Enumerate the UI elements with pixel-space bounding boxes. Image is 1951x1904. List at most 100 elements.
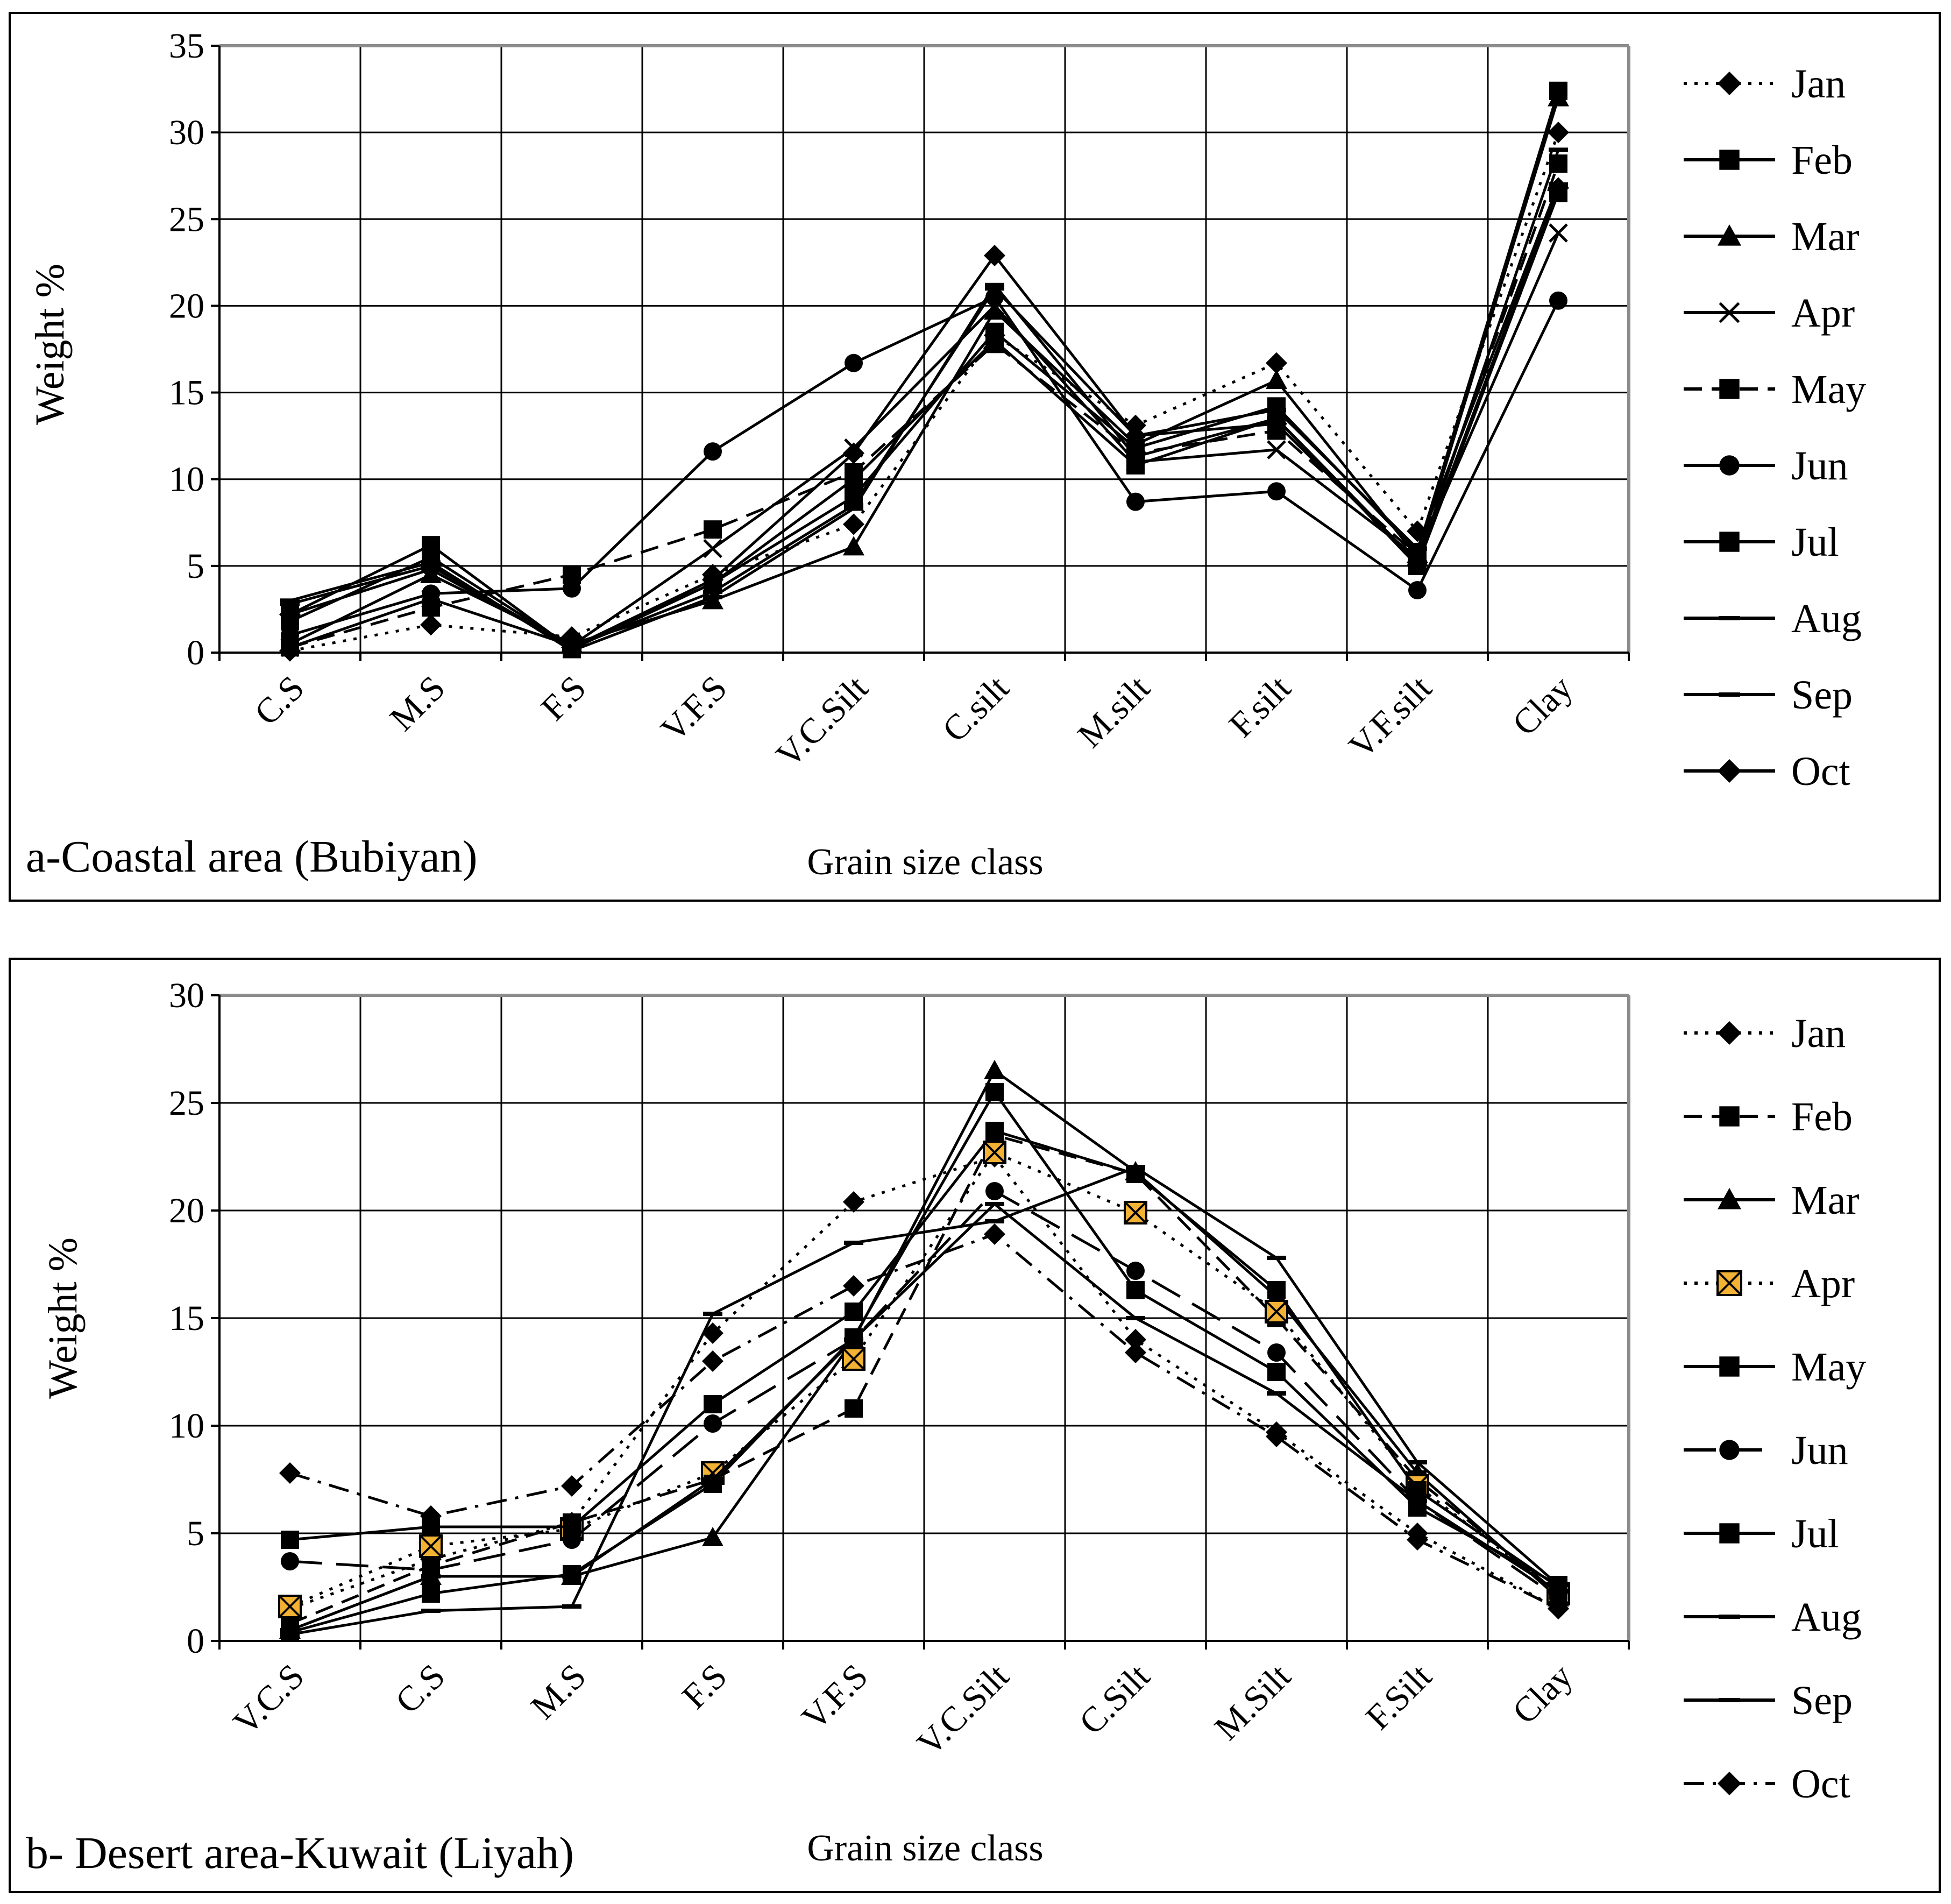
y-tick-label: 25 bbox=[169, 1084, 204, 1123]
data-point-sep bbox=[844, 506, 863, 511]
data-point-jun bbox=[281, 1552, 299, 1570]
data-point-mar bbox=[702, 590, 723, 610]
data-point-aug bbox=[985, 1219, 1004, 1223]
data-point-may bbox=[704, 520, 722, 539]
legend-swatch-marker bbox=[1718, 224, 1741, 246]
series-line-may bbox=[289, 1129, 1559, 1589]
legend-item-jun: Jun bbox=[1684, 1428, 1848, 1473]
data-point-jun bbox=[422, 584, 440, 603]
data-point-aug bbox=[1126, 1165, 1145, 1170]
data-point-mar bbox=[1266, 370, 1287, 390]
legend-item-sep: Sep bbox=[1684, 673, 1853, 718]
data-point-apr bbox=[1267, 440, 1286, 459]
data-point-may bbox=[985, 1122, 1004, 1140]
series-line-apr bbox=[289, 1151, 1559, 1608]
legend-item-oct: Oct bbox=[1684, 749, 1850, 794]
legend-item-jul: Jul bbox=[1684, 520, 1839, 565]
data-point-oct bbox=[1266, 413, 1287, 435]
data-point-oct bbox=[1125, 425, 1146, 447]
data-point-aug bbox=[280, 1632, 300, 1637]
data-point-jan bbox=[1266, 352, 1287, 374]
data-point-jun bbox=[1267, 482, 1286, 501]
legend-label: Aug bbox=[1791, 1595, 1862, 1640]
legend-item-mar: Mar bbox=[1684, 214, 1860, 259]
panel-a-x-axis-title: Grain size class bbox=[807, 841, 1043, 883]
data-point-mar bbox=[1548, 87, 1569, 107]
legend-swatch-marker bbox=[1718, 1021, 1741, 1045]
data-point-oct bbox=[843, 442, 864, 464]
legend-label: Jun bbox=[1791, 443, 1848, 489]
data-point-jun bbox=[1126, 492, 1145, 511]
series-jun bbox=[281, 288, 1567, 645]
data-point-sep bbox=[1549, 147, 1568, 152]
legend-swatch-marker bbox=[1719, 1106, 1740, 1127]
legend-item-mar: Mar bbox=[1684, 1178, 1860, 1223]
data-point-sep bbox=[1126, 1316, 1145, 1320]
legend-item-aug: Aug bbox=[1684, 596, 1862, 641]
legend-swatch-marker bbox=[1718, 759, 1741, 783]
data-point-jun bbox=[281, 626, 299, 645]
data-point-oct bbox=[1548, 1598, 1569, 1619]
data-point-apr bbox=[983, 1141, 1006, 1164]
data-point-oct bbox=[1266, 1426, 1287, 1447]
legend-swatch-marker bbox=[1719, 455, 1740, 476]
data-point-sep bbox=[703, 1477, 722, 1482]
legend-1: Jan Feb Mar Apr May Jun Jul Aug Sep Oct bbox=[1684, 1011, 1866, 1807]
y-tick-label: 15 bbox=[169, 373, 204, 413]
data-point-sep bbox=[421, 1574, 441, 1579]
panel-b-label: b- Desert area-Kuwait (Liyah) bbox=[26, 1828, 574, 1878]
legend-label: Apr bbox=[1791, 291, 1855, 336]
data-point-sep bbox=[1267, 1391, 1286, 1396]
data-point-oct bbox=[984, 1223, 1005, 1245]
data-point-oct bbox=[1125, 1342, 1146, 1363]
data-point-feb bbox=[845, 1399, 863, 1418]
series-sep bbox=[280, 1202, 1568, 1632]
data-point-oct bbox=[702, 569, 723, 591]
data-point-may bbox=[845, 1303, 863, 1321]
y-tick-label: 25 bbox=[169, 200, 204, 239]
series-oct bbox=[279, 177, 1569, 659]
legend-swatch-marker bbox=[1719, 692, 1740, 697]
data-point-jun bbox=[704, 442, 722, 461]
legend-item-jun: Jun bbox=[1684, 443, 1848, 489]
data-point-jan bbox=[1125, 1329, 1146, 1350]
data-point-oct bbox=[279, 1462, 301, 1484]
panel-a-border bbox=[9, 12, 1941, 902]
data-point-jan bbox=[1548, 122, 1569, 144]
data-point-sep bbox=[985, 1202, 1004, 1206]
series-line-sep bbox=[289, 149, 1560, 653]
data-point-apr bbox=[1124, 1201, 1147, 1224]
legend-swatch-marker bbox=[1719, 379, 1740, 399]
data-point-sep bbox=[1549, 1589, 1568, 1594]
data-point-jun bbox=[563, 1531, 581, 1549]
panel-b-y-axis-title: Weight % bbox=[40, 1237, 86, 1399]
legend-label: May bbox=[1791, 367, 1866, 412]
data-point-oct bbox=[420, 1505, 442, 1527]
data-point-jun bbox=[985, 1182, 1004, 1200]
legend-swatch-marker bbox=[1718, 1188, 1741, 1209]
data-point-may bbox=[704, 1395, 722, 1413]
data-point-jul bbox=[1126, 456, 1145, 475]
data-point-mar bbox=[843, 536, 864, 556]
legend-item-jan: Jan bbox=[1684, 1011, 1846, 1056]
data-point-aug bbox=[844, 1241, 863, 1245]
legend-item-jul: Jul bbox=[1684, 1511, 1839, 1556]
y-tick-label: 10 bbox=[169, 460, 204, 499]
grid-0 bbox=[219, 45, 1629, 654]
legend-item-jan: Jan bbox=[1684, 61, 1846, 107]
data-point-apr bbox=[419, 1534, 443, 1558]
y-tick-label: 35 bbox=[169, 26, 204, 66]
data-point-aug bbox=[421, 1609, 441, 1613]
data-point-sep bbox=[703, 594, 722, 599]
legend-swatch-marker bbox=[1719, 532, 1740, 552]
panel-a-label: a-Coastal area (Bubiyan) bbox=[26, 832, 478, 882]
legend-label: Sep bbox=[1791, 1678, 1853, 1723]
legend-swatch-marker bbox=[1718, 72, 1741, 95]
legend-label: Jul bbox=[1791, 1511, 1839, 1556]
series-line-jun bbox=[289, 295, 1560, 637]
legend-label: Mar bbox=[1791, 214, 1860, 259]
data-point-aug bbox=[1267, 407, 1286, 412]
legend-label: Jan bbox=[1791, 1011, 1846, 1056]
data-point-jul bbox=[985, 1083, 1004, 1101]
data-point-jul bbox=[422, 536, 440, 555]
